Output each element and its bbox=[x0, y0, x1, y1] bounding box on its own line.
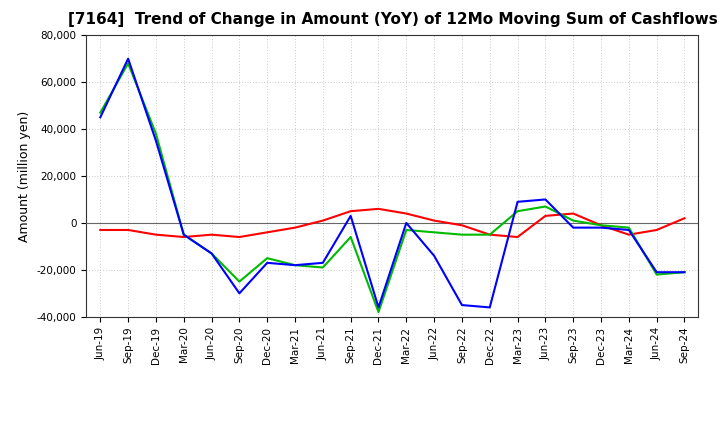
Operating Cashflow bbox=[624, 232, 633, 237]
Operating Cashflow bbox=[152, 232, 161, 237]
Free Cashflow bbox=[152, 138, 161, 143]
Free Cashflow bbox=[263, 260, 271, 265]
Free Cashflow bbox=[96, 115, 104, 120]
Free Cashflow bbox=[207, 251, 216, 256]
Free Cashflow bbox=[374, 305, 383, 310]
Operating Cashflow bbox=[96, 227, 104, 233]
Operating Cashflow bbox=[318, 218, 327, 223]
Investing Cashflow bbox=[124, 61, 132, 66]
Investing Cashflow bbox=[318, 265, 327, 270]
Line: Free Cashflow: Free Cashflow bbox=[100, 59, 685, 308]
Operating Cashflow bbox=[402, 211, 410, 216]
Operating Cashflow bbox=[569, 211, 577, 216]
Operating Cashflow bbox=[513, 235, 522, 240]
Operating Cashflow bbox=[235, 235, 243, 240]
Investing Cashflow bbox=[402, 227, 410, 233]
Investing Cashflow bbox=[597, 223, 606, 228]
Free Cashflow bbox=[430, 253, 438, 258]
Investing Cashflow bbox=[263, 256, 271, 261]
Investing Cashflow bbox=[569, 218, 577, 223]
Operating Cashflow bbox=[680, 216, 689, 221]
Investing Cashflow bbox=[235, 279, 243, 284]
Investing Cashflow bbox=[291, 263, 300, 268]
Line: Investing Cashflow: Investing Cashflow bbox=[100, 63, 685, 312]
Free Cashflow bbox=[680, 270, 689, 275]
Free Cashflow bbox=[485, 305, 494, 310]
Operating Cashflow bbox=[179, 235, 188, 240]
Investing Cashflow bbox=[346, 235, 355, 240]
Free Cashflow bbox=[402, 220, 410, 226]
Investing Cashflow bbox=[152, 131, 161, 136]
Investing Cashflow bbox=[374, 309, 383, 315]
Investing Cashflow bbox=[96, 110, 104, 115]
Investing Cashflow bbox=[179, 232, 188, 237]
Free Cashflow bbox=[291, 263, 300, 268]
Operating Cashflow bbox=[291, 225, 300, 230]
Operating Cashflow bbox=[485, 232, 494, 237]
Operating Cashflow bbox=[374, 206, 383, 212]
Free Cashflow bbox=[235, 291, 243, 296]
Operating Cashflow bbox=[207, 232, 216, 237]
Operating Cashflow bbox=[124, 227, 132, 233]
Operating Cashflow bbox=[541, 213, 550, 219]
Investing Cashflow bbox=[680, 270, 689, 275]
Operating Cashflow bbox=[430, 218, 438, 223]
Operating Cashflow bbox=[263, 230, 271, 235]
Free Cashflow bbox=[652, 270, 661, 275]
Free Cashflow bbox=[458, 302, 467, 308]
Title: [7164]  Trend of Change in Amount (YoY) of 12Mo Moving Sum of Cashflows: [7164] Trend of Change in Amount (YoY) o… bbox=[68, 12, 717, 27]
Investing Cashflow bbox=[430, 230, 438, 235]
Investing Cashflow bbox=[458, 232, 467, 237]
Free Cashflow bbox=[624, 227, 633, 233]
Free Cashflow bbox=[124, 56, 132, 61]
Operating Cashflow bbox=[652, 227, 661, 233]
Investing Cashflow bbox=[624, 225, 633, 230]
Line: Operating Cashflow: Operating Cashflow bbox=[100, 209, 685, 237]
Operating Cashflow bbox=[458, 223, 467, 228]
Investing Cashflow bbox=[513, 209, 522, 214]
Investing Cashflow bbox=[207, 251, 216, 256]
Free Cashflow bbox=[597, 225, 606, 230]
Free Cashflow bbox=[569, 225, 577, 230]
Free Cashflow bbox=[318, 260, 327, 265]
Free Cashflow bbox=[346, 213, 355, 219]
Investing Cashflow bbox=[652, 272, 661, 277]
Free Cashflow bbox=[513, 199, 522, 205]
Investing Cashflow bbox=[485, 232, 494, 237]
Free Cashflow bbox=[541, 197, 550, 202]
Free Cashflow bbox=[179, 232, 188, 237]
Operating Cashflow bbox=[597, 223, 606, 228]
Investing Cashflow bbox=[541, 204, 550, 209]
Y-axis label: Amount (million yen): Amount (million yen) bbox=[19, 110, 32, 242]
Operating Cashflow bbox=[346, 209, 355, 214]
